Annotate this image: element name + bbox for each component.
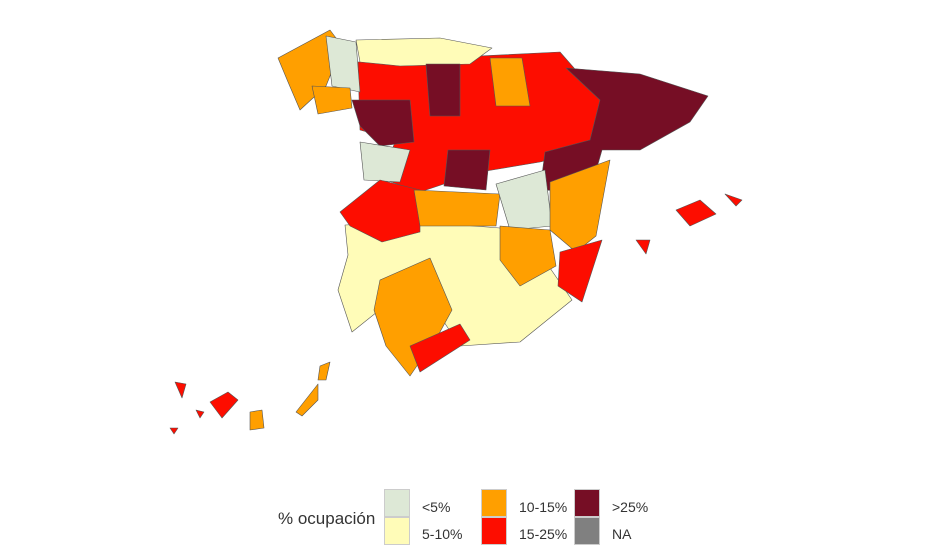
region-15to25 — [675, 199, 717, 227]
legend-label-5to10: 5-10% — [422, 526, 463, 542]
region-10to15 — [277, 29, 343, 111]
region-gt25 — [443, 149, 491, 191]
region-15to25 — [635, 239, 651, 255]
region-gt25 — [351, 99, 415, 147]
region-lt5 — [495, 169, 553, 231]
region-15to25 — [724, 193, 743, 207]
region-lt5 — [359, 141, 411, 183]
legend-swatch-gt25 — [574, 489, 600, 517]
legend-label-10to15: 10-15% — [519, 499, 568, 515]
legend-label-gt25: >25% — [612, 499, 649, 515]
legend-swatch-15to25 — [481, 517, 507, 545]
region-10to15 — [489, 57, 531, 107]
region-10to15 — [317, 361, 331, 381]
legend-label-na: NA — [612, 526, 632, 542]
region-15to25 — [195, 409, 205, 419]
legend-label-lt5: <5% — [422, 499, 451, 515]
legend-swatch-lt5 — [384, 489, 410, 517]
legend-title: % ocupación — [278, 509, 376, 528]
region-15to25 — [409, 323, 471, 373]
region-10to15 — [249, 409, 265, 431]
region-15to25 — [339, 179, 421, 243]
region-15to25 — [174, 381, 187, 399]
region-15to25 — [169, 427, 179, 435]
region-10to15 — [549, 159, 611, 253]
legend-swatch-5to10 — [384, 517, 410, 545]
legend: % ocupación <5% 5-10% 10-15% 15-25% >25%… — [270, 485, 690, 555]
region-5to10 — [355, 37, 493, 67]
region-10to15 — [413, 189, 501, 227]
region-15to25 — [557, 239, 603, 303]
legend-label-15to25: 15-25% — [519, 526, 568, 542]
region-lt5 — [325, 35, 361, 93]
region-15to25 — [209, 391, 239, 419]
region-10to15 — [499, 225, 557, 287]
legend-swatch-10to15 — [481, 489, 507, 517]
region-10to15 — [311, 85, 353, 115]
region-gt25 — [425, 63, 461, 117]
region-10to15 — [295, 383, 319, 417]
legend-swatch-na — [574, 517, 600, 545]
